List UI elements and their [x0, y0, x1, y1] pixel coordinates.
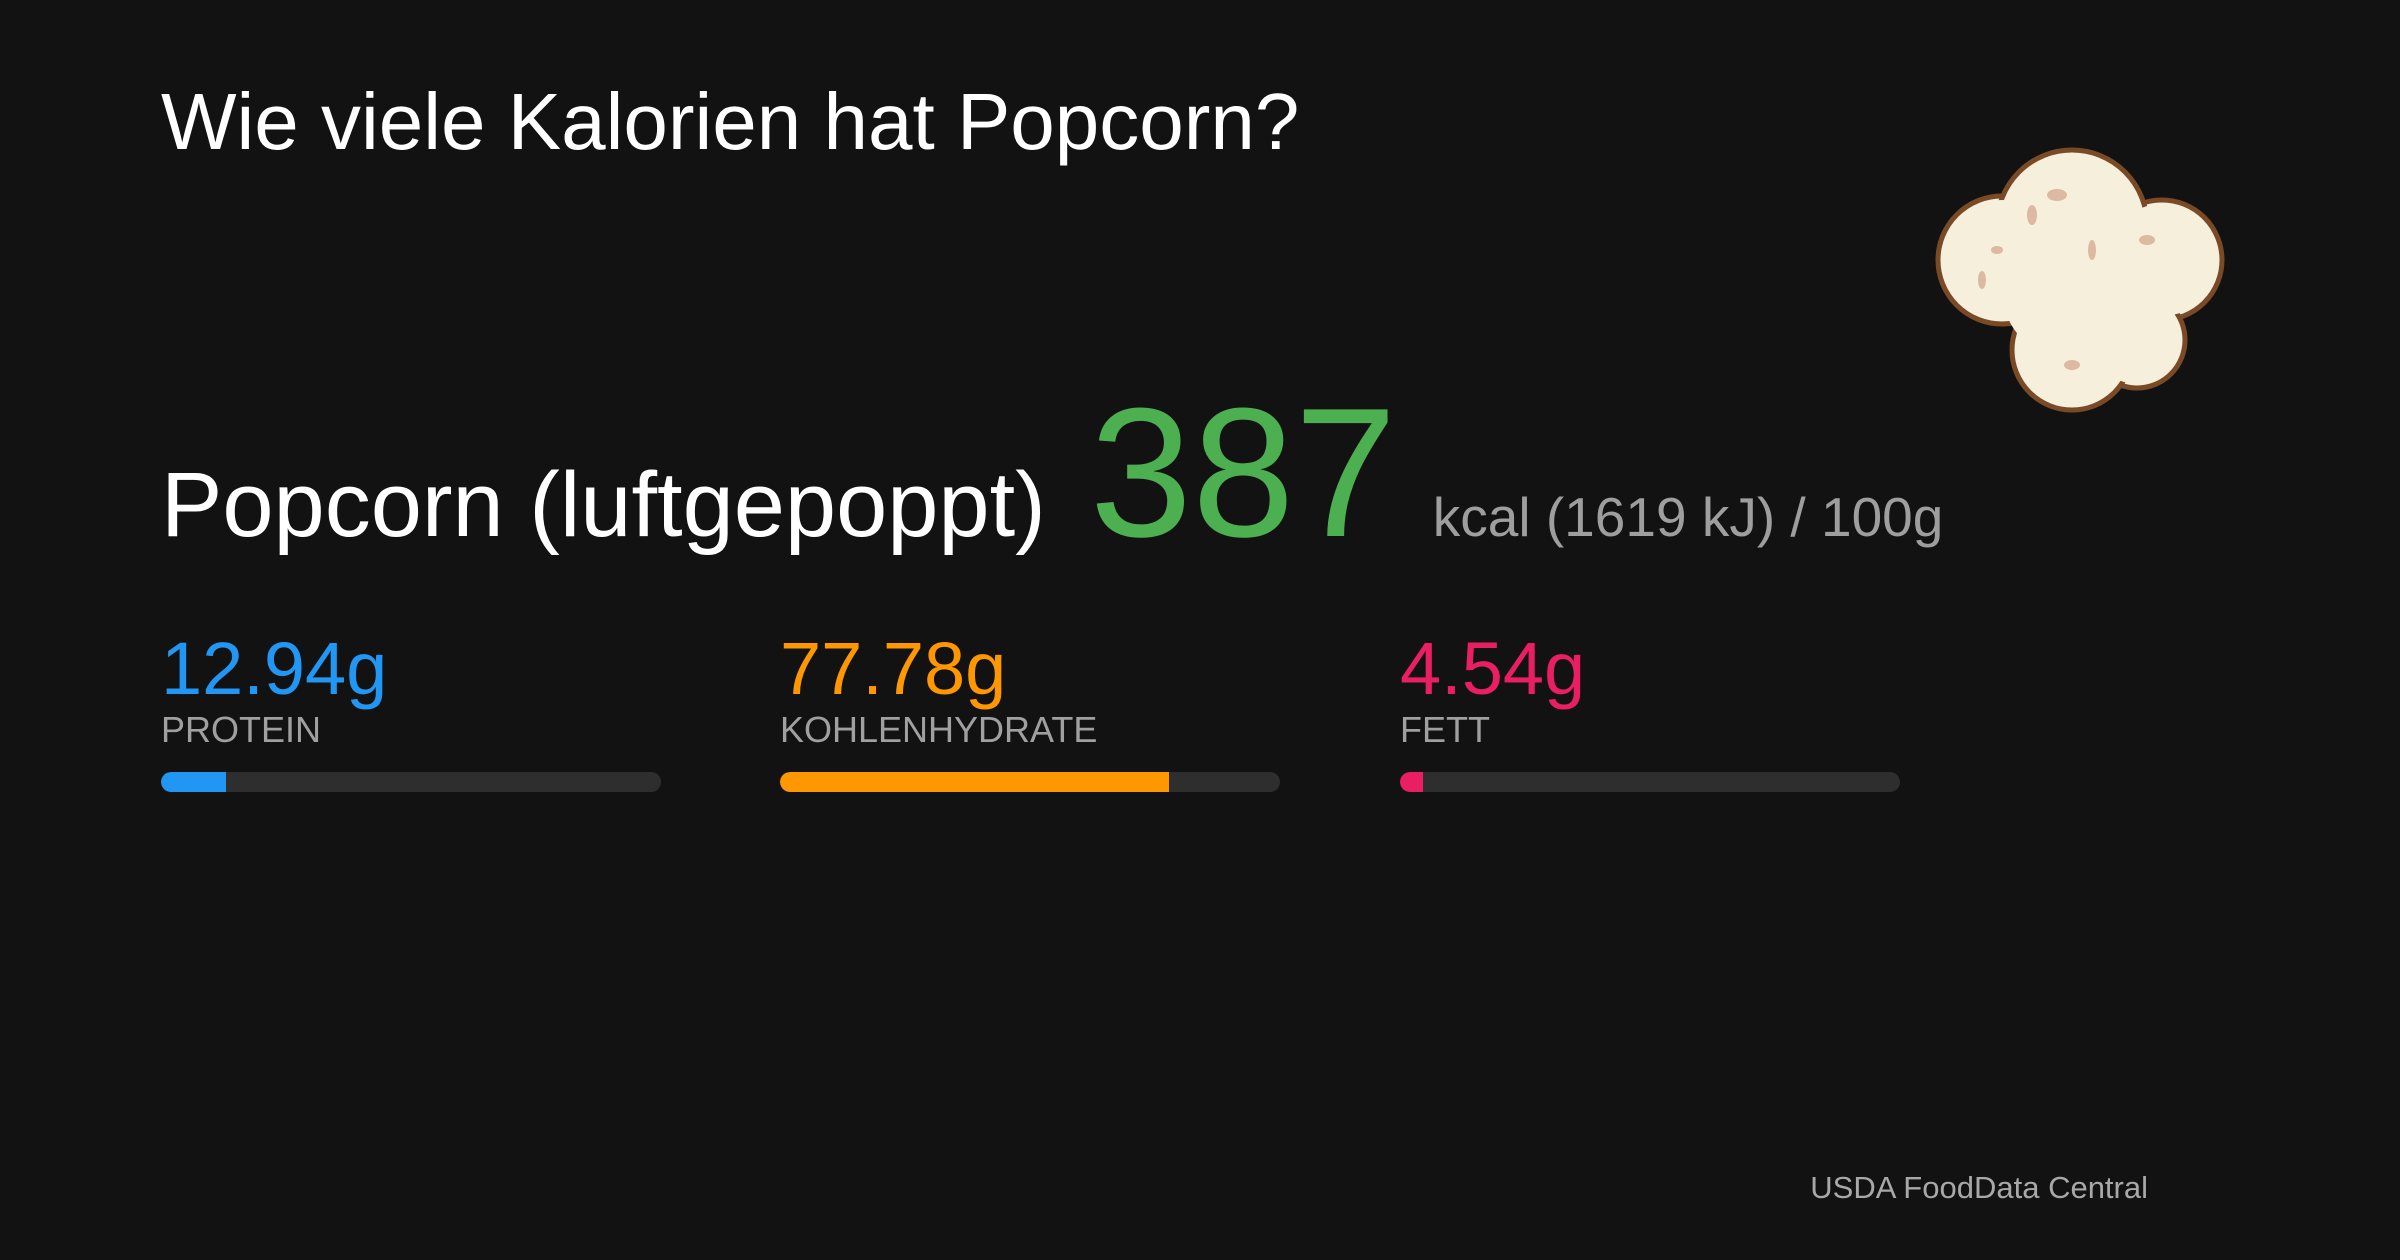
- nutrient: 12.94g PROTEIN: [161, 632, 661, 792]
- nutrient-label: KOHLENHYDRATE: [780, 709, 1098, 750]
- nutrient-value: 12.94g: [161, 627, 388, 710]
- title: Wie viele Kalorien hat Popcorn?: [161, 77, 1300, 166]
- bar-track: [161, 772, 661, 792]
- bar: [1400, 772, 1423, 792]
- calorie-unit: kcal (1619 kJ) / 100g: [1433, 485, 1944, 549]
- popcorn-icon: [1935, 147, 2225, 413]
- source: USDA FoodData Central: [1810, 1170, 2148, 1205]
- bar: [780, 772, 1169, 792]
- nutrient-value: 4.54g: [1400, 627, 1586, 710]
- headline: Popcorn (luftgepoppt) 387 kcal (1619 kJ)…: [161, 380, 1943, 564]
- serving-label: 100g: [1820, 486, 1944, 548]
- nutrient-value: 77.78g: [780, 627, 1007, 710]
- nutrient: 77.78g KOHLENHYDRATE: [780, 632, 1280, 792]
- food-name: Popcorn (luftgepoppt): [161, 454, 1046, 556]
- unit-text: kcal (1619 kJ) /: [1432, 486, 1806, 548]
- nutrient-label: FETT: [1400, 709, 1490, 750]
- bar-track: [1400, 772, 1900, 792]
- bar: [161, 772, 226, 792]
- calories: 387: [1089, 369, 1397, 575]
- nutrient-label: PROTEIN: [161, 709, 322, 750]
- nutrient: 4.54g FETT: [1400, 632, 1900, 792]
- bar-track: [780, 772, 1280, 792]
